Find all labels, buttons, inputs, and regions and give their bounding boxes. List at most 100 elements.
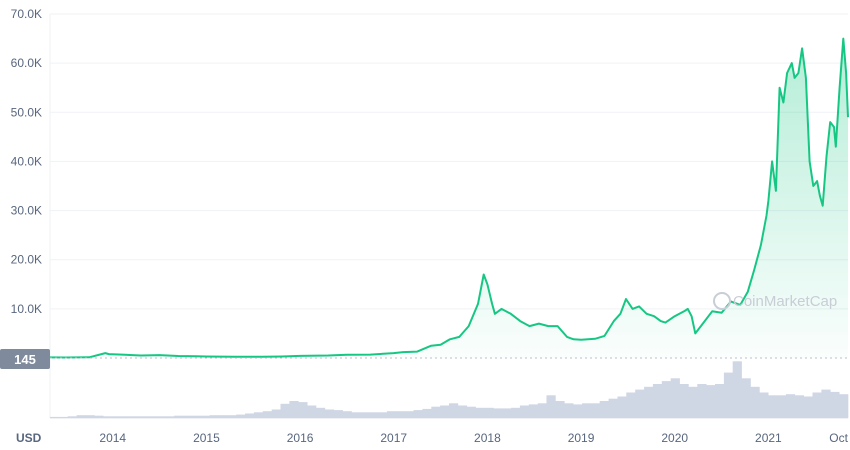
volume-bar xyxy=(50,416,60,418)
volume-bar xyxy=(76,415,86,418)
volume-bar xyxy=(395,411,405,418)
volume-bar xyxy=(236,414,246,418)
watermark: CoinMarketCap xyxy=(713,292,837,310)
volume-bar xyxy=(289,401,299,418)
x-axis: 2014 2015 2016 2017 2018 2019 2020 2021 Oct xyxy=(99,431,848,445)
x-tick-label: 2017 xyxy=(380,431,407,445)
volume-bar xyxy=(112,416,122,418)
volume-bar xyxy=(785,394,796,418)
volume-bar xyxy=(209,415,219,418)
volume-bar xyxy=(360,412,370,418)
volume-bar xyxy=(262,411,272,418)
volume-bar xyxy=(511,407,521,418)
volume-bar xyxy=(129,416,139,418)
volume-bar xyxy=(502,408,512,418)
volume-bar xyxy=(227,415,237,418)
x-tick-label: 2014 xyxy=(99,431,126,445)
volume-bar xyxy=(466,406,476,418)
volume-bar xyxy=(537,403,547,418)
volume-bar xyxy=(830,391,840,418)
x-tick-label: 2015 xyxy=(193,431,220,445)
volume-bar xyxy=(271,409,281,418)
volume-bar xyxy=(253,412,264,418)
volume-bar xyxy=(626,392,636,418)
x-tick-label: 2021 xyxy=(755,431,782,445)
volume-bar xyxy=(519,405,530,418)
volume-bar xyxy=(369,412,379,418)
current-price-badge: 145 xyxy=(0,349,50,369)
volume-bar xyxy=(298,402,308,418)
volume-bar xyxy=(316,407,326,418)
volume-bar xyxy=(732,361,742,418)
volume-bar xyxy=(147,416,157,418)
volume-bar xyxy=(191,415,202,418)
volume-bars xyxy=(50,361,849,418)
volume-bar xyxy=(715,384,725,418)
volume-bar xyxy=(652,384,663,418)
volume-bar xyxy=(457,405,468,418)
volume-bar xyxy=(617,396,627,418)
x-tick-label: 2019 xyxy=(568,431,595,445)
y-tick-label: 60.0K xyxy=(11,56,42,70)
volume-bar xyxy=(821,389,831,418)
volume-bar xyxy=(723,372,734,418)
y-tick-label: 30.0K xyxy=(11,204,42,218)
volume-bar xyxy=(94,415,104,418)
volume-bar xyxy=(120,416,131,418)
volume-bar xyxy=(590,403,601,418)
volume-bar xyxy=(67,416,77,418)
volume-bar xyxy=(351,412,361,418)
volume-bar xyxy=(750,386,760,418)
volume-bar xyxy=(768,395,778,418)
volume-bar xyxy=(599,401,609,418)
volume-bar xyxy=(378,412,388,418)
volume-bar xyxy=(679,384,689,418)
volume-bar xyxy=(777,395,787,418)
volume-bar xyxy=(85,415,95,418)
volume-bar xyxy=(342,411,352,418)
volume-bar xyxy=(670,378,680,418)
volume-bar xyxy=(812,392,822,418)
y-tick-label: 20.0K xyxy=(11,253,42,267)
volume-bar xyxy=(546,395,556,418)
x-tick-label: Oct xyxy=(829,431,848,445)
volume-bar xyxy=(493,408,503,418)
volume-bar xyxy=(528,404,538,418)
volume-bar xyxy=(200,415,210,418)
volume-bar xyxy=(333,410,343,418)
x-tick-label: 2018 xyxy=(474,431,501,445)
volume-bar xyxy=(386,411,397,418)
volume-bar xyxy=(324,409,335,418)
volume-bar xyxy=(156,416,166,418)
volume-bar xyxy=(183,415,193,418)
volume-bar xyxy=(475,407,485,418)
volume-bar xyxy=(245,413,255,418)
y-axis: 10.0K 20.0K 30.0K 40.0K 50.0K 60.0K 70.0K xyxy=(11,7,42,316)
volume-bar xyxy=(440,405,450,418)
volume-bar xyxy=(706,385,716,418)
volume-bar xyxy=(697,384,707,418)
volume-bar xyxy=(307,405,317,418)
currency-label: USD xyxy=(16,431,42,445)
volume-bar xyxy=(404,411,414,418)
volume-bar xyxy=(582,403,592,418)
volume-bar xyxy=(218,415,228,418)
x-tick-label: 2016 xyxy=(287,431,314,445)
y-tick-label: 10.0K xyxy=(11,302,42,316)
volume-bar xyxy=(803,396,813,418)
volume-bar xyxy=(138,416,148,418)
price-area-fill xyxy=(50,38,848,358)
volume-bar xyxy=(431,406,441,418)
volume-bar xyxy=(103,416,113,418)
volume-bar xyxy=(174,415,184,418)
volume-bar xyxy=(165,416,175,418)
volume-bar xyxy=(635,389,645,418)
current-price-label: 145 xyxy=(14,352,36,367)
y-tick-label: 50.0K xyxy=(11,105,42,119)
volume-bar xyxy=(564,403,574,418)
volume-bar xyxy=(839,394,849,418)
volume-bar xyxy=(280,403,290,418)
volume-bar xyxy=(449,403,459,418)
y-tick-label: 40.0K xyxy=(11,154,42,168)
